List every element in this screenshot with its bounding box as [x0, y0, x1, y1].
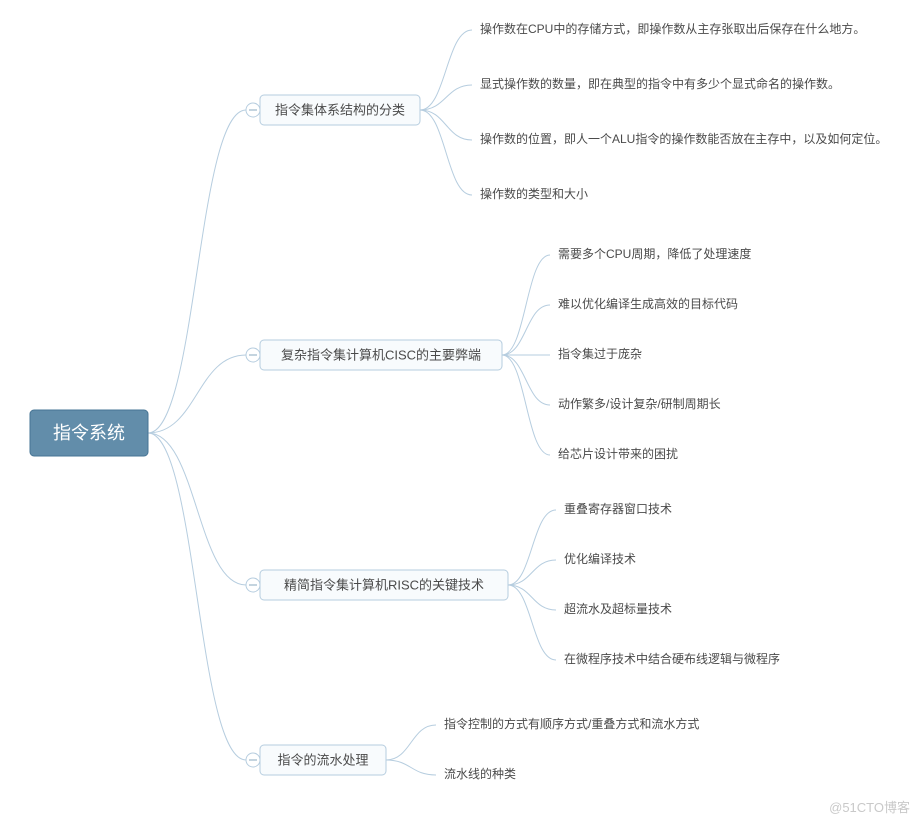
- edge-b3-leaf-2: [508, 585, 556, 610]
- toggle-b3[interactable]: [246, 578, 260, 592]
- edge-b1-leaf-3: [420, 110, 472, 195]
- edge-b3-leaf-3: [508, 585, 556, 660]
- leaf-b1-0: 操作数在CPU中的存储方式，即操作数从主存张取出后保存在什么地方。: [480, 21, 865, 36]
- leaf-b4-0: 指令控制的方式有顺序方式/重叠方式和流水方式: [444, 716, 699, 731]
- edge-root-to-b3: [148, 433, 246, 585]
- edge-b2-leaf-0: [502, 255, 550, 355]
- leaf-b1-1: 显式操作数的数量，即在典型的指令中有多少个显式命名的操作数。: [480, 76, 840, 91]
- toggle-b2[interactable]: [246, 348, 260, 362]
- branch-label-b2: 复杂指令集计算机CISC的主要弊端: [281, 347, 481, 362]
- edge-b3-leaf-1: [508, 560, 556, 585]
- edge-b1-leaf-2: [420, 110, 472, 140]
- leaf-b2-3: 动作繁多/设计复杂/研制周期长: [558, 396, 721, 411]
- leaf-b2-4: 给芯片设计带来的困扰: [558, 446, 678, 461]
- edge-b3-leaf-0: [508, 510, 556, 585]
- edge-b4-leaf-1: [386, 760, 436, 775]
- leaf-b3-0: 重叠寄存器窗口技术: [564, 501, 672, 516]
- leaf-b2-2: 指令集过于庞杂: [558, 346, 642, 361]
- branch-label-b1: 指令集体系结构的分类: [275, 102, 405, 117]
- root-label: 指令系统: [53, 423, 125, 443]
- leaf-b3-3: 在微程序技术中结合硬布线逻辑与微程序: [564, 651, 780, 666]
- toggle-b1[interactable]: [246, 103, 260, 117]
- watermark: @51CTO博客: [829, 800, 910, 815]
- branch-label-b4: 指令的流水处理: [277, 752, 368, 767]
- leaf-b1-3: 操作数的类型和大小: [480, 186, 588, 201]
- edge-b2-leaf-1: [502, 305, 550, 355]
- branch-label-b3: 精简指令集计算机RISC的关键技术: [284, 577, 484, 592]
- toggle-b4[interactable]: [246, 753, 260, 767]
- leaf-b4-1: 流水线的种类: [444, 766, 516, 781]
- leaf-b3-2: 超流水及超标量技术: [564, 601, 672, 616]
- leaf-b3-1: 优化编译技术: [564, 551, 636, 566]
- leaf-b1-2: 操作数的位置，即人一个ALU指令的操作数能否放在主存中，以及如何定位。: [480, 131, 887, 146]
- leaf-b2-1: 难以优化编译生成高效的目标代码: [558, 296, 738, 311]
- edge-b2-leaf-4: [502, 355, 550, 455]
- leaf-b2-0: 需要多个CPU周期，降低了处理速度: [558, 246, 751, 261]
- edge-b2-leaf-3: [502, 355, 550, 405]
- edge-root-to-b4: [148, 433, 246, 760]
- edge-root-to-b1: [148, 110, 246, 433]
- mindmap-canvas: 指令系统 指令集体系结构的分类 操作数在CPU中的存储方式，即操作数从主存张取出后保…: [0, 0, 921, 821]
- edge-b4-leaf-0: [386, 725, 436, 760]
- edge-b1-leaf-1: [420, 85, 472, 110]
